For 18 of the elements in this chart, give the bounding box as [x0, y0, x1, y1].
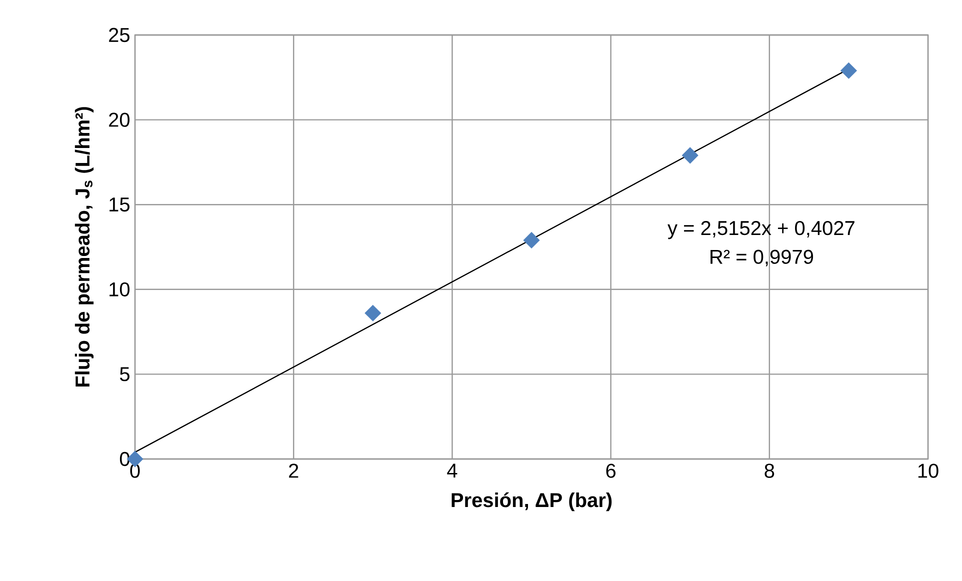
annotation: y = 2,5152x + 0,4027 — [668, 220, 854, 240]
x-tick-label: 10 — [918, 464, 938, 478]
y-tick-label: 10 — [110, 282, 130, 296]
annotation: R² = 0,9979 — [710, 250, 814, 266]
y-tick-label: 5 — [120, 367, 130, 382]
x-axis-title: Presión, ΔP (bar) — [452, 492, 612, 512]
x-tick-label: 2 — [289, 464, 298, 478]
point — [364, 304, 382, 322]
y-axis-title: Flujo de permeado, J$_{s}$ (L/hm²) — [74, 107, 94, 387]
point — [682, 147, 698, 164]
point — [840, 62, 857, 79]
x-tick-label: 6 — [606, 464, 616, 478]
x-tick-label: 4 — [447, 464, 458, 478]
point — [523, 232, 540, 248]
y-tick-label: 25 — [109, 28, 130, 42]
y-tick-label: 20 — [109, 112, 130, 127]
x-tick-label: 8 — [764, 464, 774, 478]
y-tick-label: 15 — [110, 198, 130, 212]
